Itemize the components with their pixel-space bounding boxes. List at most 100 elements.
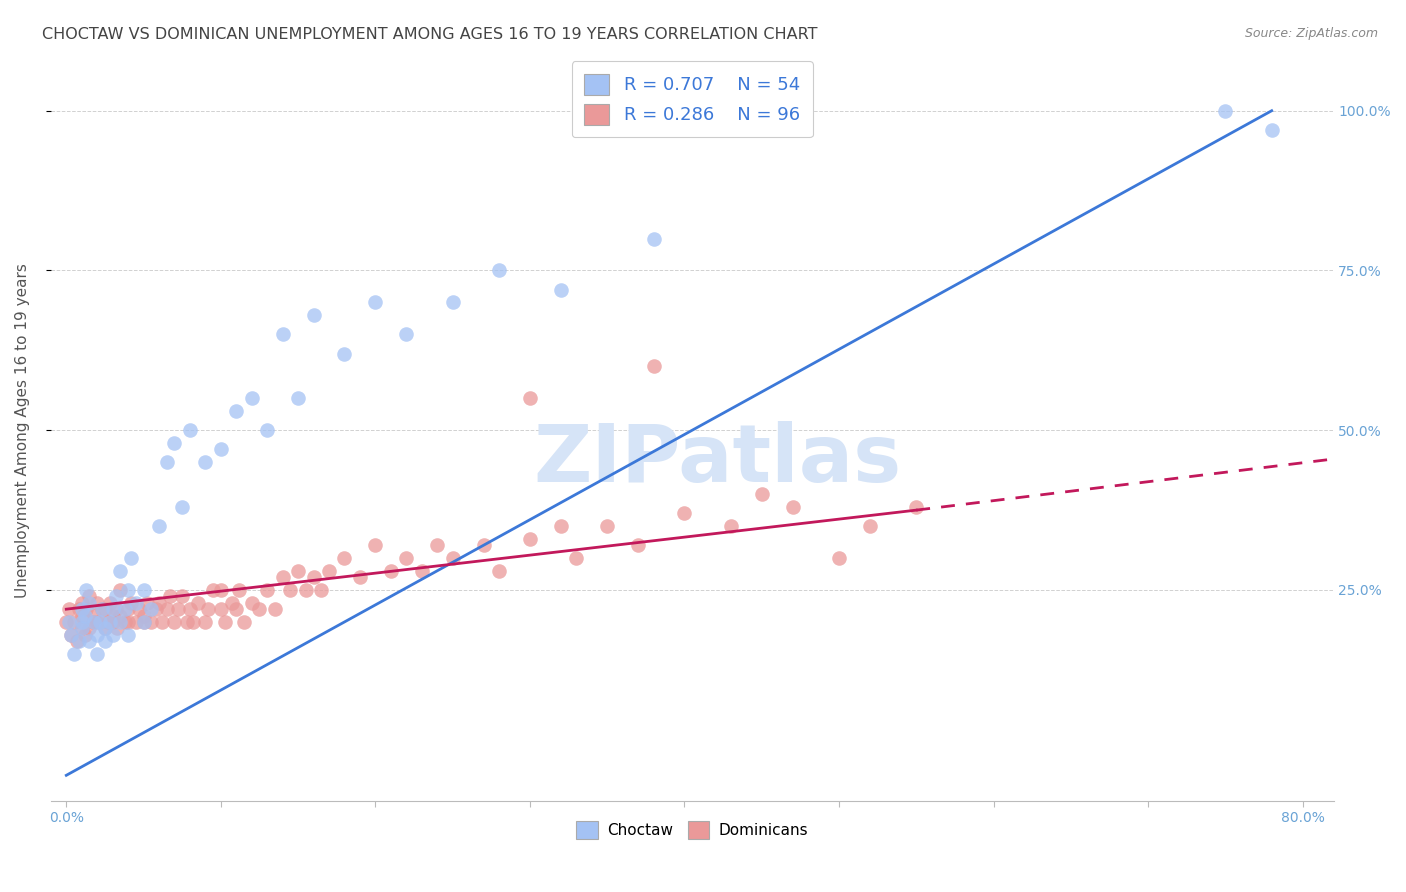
Point <box>271 327 294 342</box>
Point <box>101 602 124 616</box>
Point <box>97 615 120 629</box>
Point <box>101 628 124 642</box>
Point <box>110 608 132 623</box>
Point <box>59 628 82 642</box>
Point <box>94 621 117 635</box>
Point <box>302 308 325 322</box>
Point <box>63 647 86 661</box>
Point <box>98 615 121 629</box>
Point <box>311 582 333 597</box>
Point <box>318 564 340 578</box>
Point <box>179 602 201 616</box>
Point <box>240 392 263 406</box>
Point <box>519 532 541 546</box>
Point <box>63 615 86 629</box>
Point <box>110 582 132 597</box>
Point <box>89 615 111 629</box>
Point <box>70 602 93 616</box>
Point <box>859 519 882 533</box>
Point <box>271 570 294 584</box>
Point <box>488 263 510 277</box>
Point <box>395 551 418 566</box>
Point <box>120 551 142 566</box>
Point <box>256 423 278 437</box>
Point <box>565 551 588 566</box>
Point <box>488 564 510 578</box>
Point <box>233 615 256 629</box>
Point <box>101 608 124 623</box>
Point <box>197 602 219 616</box>
Point <box>295 582 318 597</box>
Point <box>66 634 89 648</box>
Point <box>73 608 96 623</box>
Point <box>132 608 155 623</box>
Text: CHOCTAW VS DOMINICAN UNEMPLOYMENT AMONG AGES 16 TO 19 YEARS CORRELATION CHART: CHOCTAW VS DOMINICAN UNEMPLOYMENT AMONG … <box>42 27 818 42</box>
Point <box>333 551 356 566</box>
Point <box>751 487 773 501</box>
Point <box>441 551 464 566</box>
Point <box>280 582 302 597</box>
Point <box>380 564 402 578</box>
Point <box>59 628 82 642</box>
Point <box>905 500 928 514</box>
Point <box>150 615 173 629</box>
Point <box>214 615 236 629</box>
Point <box>90 602 112 616</box>
Point <box>70 621 93 635</box>
Point <box>55 615 77 629</box>
Point <box>125 615 148 629</box>
Point <box>105 621 128 635</box>
Text: ZIPatlas: ZIPatlas <box>534 421 903 499</box>
Point <box>181 615 204 629</box>
Legend: Choctaw, Dominicans: Choctaw, Dominicans <box>569 815 814 845</box>
Point <box>172 590 194 604</box>
Point <box>141 602 163 616</box>
Point <box>627 538 650 552</box>
Point <box>148 519 170 533</box>
Point <box>98 596 121 610</box>
Point <box>75 602 97 616</box>
Point <box>179 423 201 437</box>
Point <box>156 455 179 469</box>
Point <box>187 596 209 610</box>
Point <box>176 615 198 629</box>
Point <box>221 596 243 610</box>
Point <box>89 615 111 629</box>
Point <box>550 283 572 297</box>
Point <box>673 506 696 520</box>
Point <box>86 596 108 610</box>
Point <box>94 602 117 616</box>
Point <box>79 634 101 648</box>
Point <box>132 615 155 629</box>
Point <box>172 500 194 514</box>
Point <box>70 615 93 629</box>
Point <box>209 602 232 616</box>
Point <box>643 231 665 245</box>
Text: Source: ZipAtlas.com: Source: ZipAtlas.com <box>1244 27 1378 40</box>
Point <box>135 596 157 610</box>
Point <box>86 628 108 642</box>
Point <box>519 392 541 406</box>
Point <box>349 570 371 584</box>
Point <box>83 615 105 629</box>
Point <box>67 602 90 616</box>
Point <box>159 590 181 604</box>
Point <box>240 596 263 610</box>
Point <box>70 608 93 623</box>
Point <box>94 634 117 648</box>
Point <box>104 590 127 604</box>
Point <box>156 602 179 616</box>
Point <box>104 602 127 616</box>
Point <box>58 602 80 616</box>
Point <box>141 615 163 629</box>
Point <box>79 590 101 604</box>
Point <box>596 519 619 533</box>
Point <box>441 295 464 310</box>
Point <box>90 602 112 616</box>
Point <box>94 621 117 635</box>
Point <box>114 615 136 629</box>
Point <box>117 602 139 616</box>
Point <box>125 596 148 610</box>
Point <box>67 634 90 648</box>
Point <box>86 647 108 661</box>
